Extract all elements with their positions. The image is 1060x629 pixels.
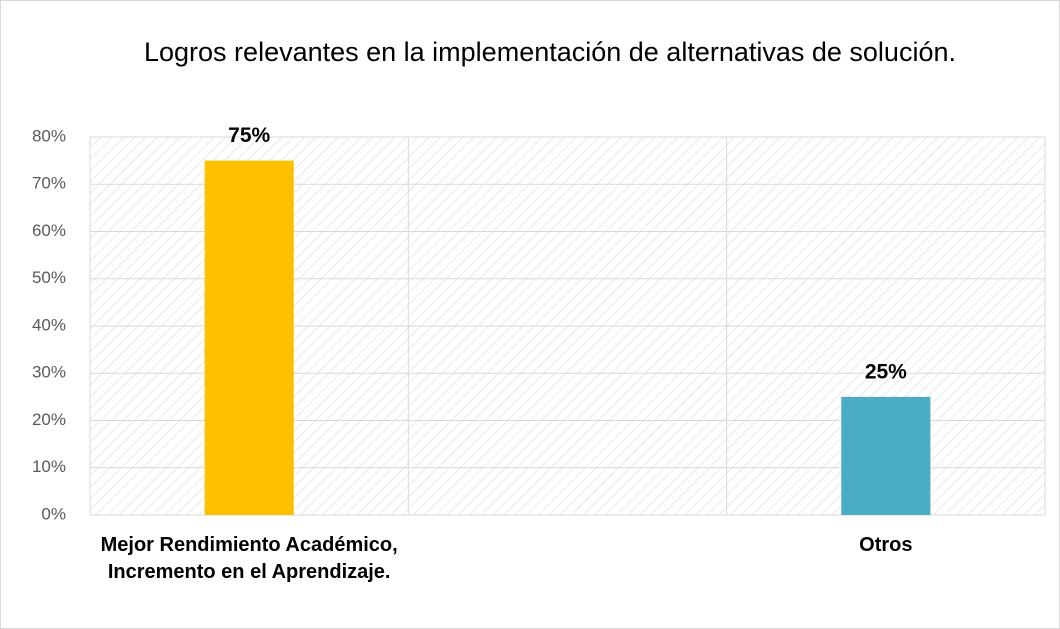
y-tick-label: 50% — [32, 268, 66, 287]
bar — [841, 396, 931, 515]
y-tick-label: 60% — [32, 221, 66, 240]
chart-title: Logros relevantes en la implementación d… — [144, 37, 956, 67]
y-tick-label: 40% — [32, 315, 66, 334]
y-tick-label: 80% — [32, 126, 66, 145]
y-tick-label: 20% — [32, 410, 66, 429]
value-label: 25% — [865, 360, 907, 383]
x-tick-label: Otros — [859, 534, 913, 556]
y-tick-label: 0% — [41, 504, 66, 523]
y-tick-label: 70% — [32, 174, 66, 193]
bar — [204, 160, 294, 515]
y-tick-label: 30% — [32, 363, 66, 382]
y-tick-label: 10% — [32, 457, 66, 476]
x-tick-label: Mejor Rendimiento Académico, Incremento … — [100, 534, 398, 583]
value-label: 75% — [228, 124, 270, 147]
